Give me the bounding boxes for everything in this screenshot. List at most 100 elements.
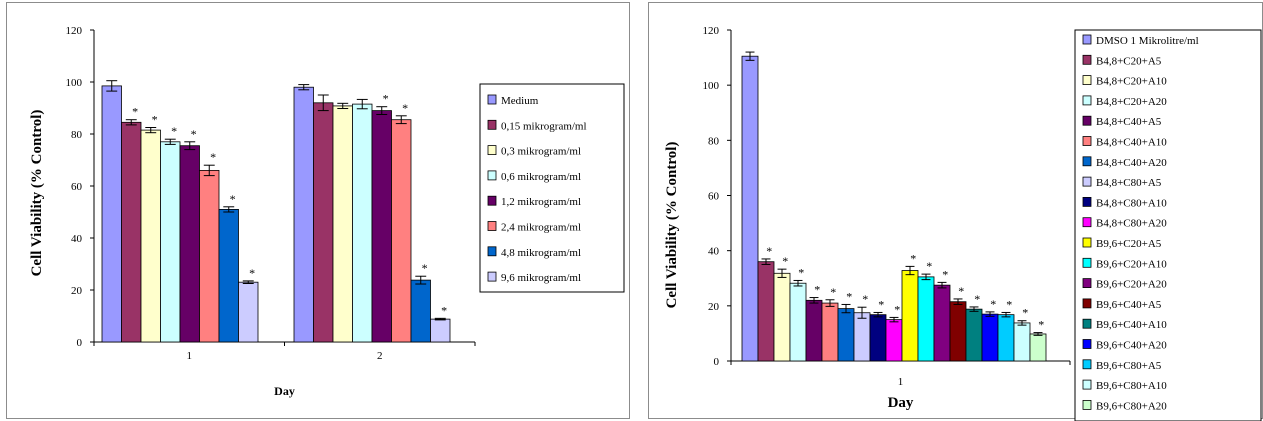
legend-swatch xyxy=(1082,359,1092,370)
y-tick-label: 0 xyxy=(77,337,83,349)
bar xyxy=(410,279,431,343)
significance-star: * xyxy=(230,192,236,206)
bar xyxy=(821,302,839,362)
bar xyxy=(1029,333,1047,362)
bar xyxy=(885,319,903,362)
legend-swatch xyxy=(1082,156,1092,167)
legend-box xyxy=(479,83,625,293)
x-axis-title: Day xyxy=(274,384,295,398)
y-tick-label: 120 xyxy=(703,25,720,37)
bar xyxy=(293,86,314,343)
bar xyxy=(933,284,951,362)
legend-swatch xyxy=(1082,217,1092,228)
legend-label: B4,8+C80+A5 xyxy=(1096,177,1162,189)
significance-star: * xyxy=(152,113,158,127)
legend-swatch xyxy=(1082,176,1092,187)
significance-star: * xyxy=(926,259,932,273)
legend-label: 1,2 mikrogram/ml xyxy=(501,196,581,208)
bar xyxy=(238,281,259,343)
legend-label: 0,3 mikrogram/ml xyxy=(501,146,581,158)
bar xyxy=(1013,322,1031,362)
legend-swatch xyxy=(1082,136,1092,146)
legend-label: B9,6+C40+A20 xyxy=(1096,340,1167,352)
legend-swatch xyxy=(487,94,497,105)
bar xyxy=(917,276,935,362)
y-tick-label: 20 xyxy=(708,301,720,313)
bar xyxy=(121,121,142,343)
bar xyxy=(805,299,823,362)
x-tick-label: 2 xyxy=(377,350,383,362)
bar xyxy=(773,272,791,362)
legend-swatch xyxy=(1082,95,1092,106)
y-tick-label: 60 xyxy=(708,191,720,203)
legend-swatch xyxy=(1082,75,1092,85)
legend-swatch xyxy=(1082,379,1092,390)
legend-label: B9,6+C20+A5 xyxy=(1096,238,1162,250)
significance-star: * xyxy=(402,101,408,115)
bar xyxy=(997,314,1015,362)
legend-swatch xyxy=(1082,339,1092,349)
bar xyxy=(160,141,181,343)
y-tick-label: 40 xyxy=(71,233,83,245)
bar xyxy=(199,169,220,343)
legend-label: B9,6+C40+A10 xyxy=(1096,319,1167,331)
significance-star: * xyxy=(814,283,820,297)
bar xyxy=(332,105,353,343)
legend-label: B9,6+C40+A5 xyxy=(1096,299,1162,311)
y-tick-label: 20 xyxy=(71,285,83,297)
significance-star: * xyxy=(441,303,447,317)
legend-swatch xyxy=(487,195,497,206)
legend-swatch xyxy=(1082,196,1092,207)
significance-star: * xyxy=(878,297,884,311)
bar xyxy=(430,318,451,343)
legend-swatch xyxy=(487,119,497,130)
significance-star: * xyxy=(862,292,868,306)
bar xyxy=(869,314,887,362)
legend-label: DMSO 1 Mikrolitre/ml xyxy=(1096,35,1199,47)
bar xyxy=(313,102,334,343)
legend-swatch xyxy=(1082,34,1092,45)
significance-star: * xyxy=(191,127,197,141)
legend-swatch xyxy=(1082,298,1092,309)
significance-star: * xyxy=(766,244,772,258)
bar xyxy=(352,103,373,343)
bar xyxy=(101,85,122,343)
y-tick-label: 100 xyxy=(703,80,720,92)
significance-star: * xyxy=(990,297,996,311)
legend-label: 4,8 mikrogram/ml xyxy=(501,247,581,259)
legend-swatch xyxy=(487,170,497,181)
significance-star: * xyxy=(210,150,216,164)
legend-swatch xyxy=(1082,278,1092,289)
x-axis-title: Day xyxy=(888,395,914,411)
y-axis-title: Cell Viability (% Control) xyxy=(664,142,680,309)
legend-swatch xyxy=(1082,318,1092,329)
bar xyxy=(391,119,412,343)
legend-label: B4,8+C20+A5 xyxy=(1096,55,1162,67)
significance-star: * xyxy=(1022,306,1028,320)
chart-left-svg: 0 20 40 60 80 100 120 1 2 * * * * * * * * * * * Cell Viabili… xyxy=(29,25,625,398)
legend-label: B4,8+C80+A10 xyxy=(1096,197,1167,209)
significance-star: * xyxy=(422,261,428,275)
significance-star: * xyxy=(942,267,948,281)
bar xyxy=(140,129,161,343)
chart-panel-left: 0 20 40 60 80 100 120 1 2 * * * * * * * * * * * Cell Viabili… xyxy=(6,2,630,419)
x-tick-label: 1 xyxy=(898,376,904,388)
legend-swatch xyxy=(1082,237,1092,248)
y-tick-label: 80 xyxy=(708,135,720,147)
legend-label: 2,4 mikrogram/ml xyxy=(501,222,581,234)
legend-label: B9,6+C80+A5 xyxy=(1096,360,1162,372)
legend-label: B9,6+C20+A10 xyxy=(1096,258,1167,270)
bar xyxy=(741,55,759,362)
bar xyxy=(179,145,200,343)
significance-star: * xyxy=(846,289,852,303)
significance-star: * xyxy=(974,292,980,306)
legend-swatch xyxy=(487,246,497,257)
bar xyxy=(837,308,855,362)
legend-swatch xyxy=(487,271,497,282)
y-axis-title: Cell Viability (% Control) xyxy=(29,110,45,277)
legend-swatch xyxy=(1082,399,1092,410)
y-tick-label: 100 xyxy=(66,77,83,89)
legend-label: Medium xyxy=(501,95,539,107)
significance-star: * xyxy=(249,266,255,280)
legend-swatch xyxy=(1082,115,1092,126)
